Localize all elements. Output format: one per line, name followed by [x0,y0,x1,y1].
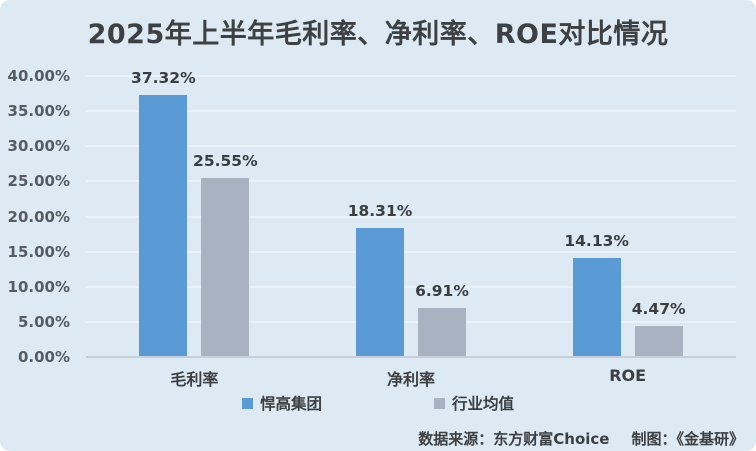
data-source-label: 数据来源：东方财富Choice [418,430,610,448]
bar-series0-cat1: 18.31% [348,202,412,357]
gridline [86,285,736,288]
x-category-label: ROE [609,366,647,385]
x-category-label: 毛利率 [170,370,219,389]
x-axis-line [86,356,736,358]
legend-item-0: 悍高集团 [241,392,322,414]
bar-group-1: 18.31% 6.91% [303,76,520,357]
y-tick-label: 0.00% [17,348,70,366]
bar-value-label: 14.13% [564,231,629,250]
legend-swatch-icon [241,397,253,409]
y-tick-label: 30.00% [7,137,70,156]
footer: 数据来源：东方财富Choice 制图：《金基研》 [418,428,744,449]
gridline [86,250,736,253]
y-tick-label: 35.00% [7,102,70,121]
bar-series1-cat2: 4.47% [632,300,686,357]
y-tick-label: 25.00% [7,172,70,191]
y-tick-label: 40.00% [7,67,70,85]
legend-label: 悍高集团 [259,395,322,413]
legend-item-1: 行业均值 [434,392,514,414]
legend-label: 行业均值 [452,395,515,413]
y-tick-label: 20.00% [7,207,70,226]
gridline [86,110,736,113]
bar-group-0: 37.32% 25.55% [86,69,303,357]
category-row: 毛利率 净利率 ROE [86,366,736,390]
gridline [86,215,736,218]
bars-layer: 37.32% 25.55% 18.31% 6.91% 14.13% 4.47% [86,69,736,357]
gridline [86,180,736,183]
gridline [86,320,736,323]
bar-value-label: 18.31% [347,202,413,221]
plot-area: 37.32% 25.55% 18.31% 6.91% 14.13% 4.47% [86,69,736,358]
bar-value-label: 4.47% [631,299,686,318]
y-tick-label: 10.00% [7,277,70,296]
x-category-label: 净利率 [386,370,435,389]
bar-series0-cat2: 14.13% [564,232,629,357]
gridline [86,145,736,148]
gridline [86,75,736,77]
bar-value-label: 25.55% [193,151,258,170]
credit-label: 制图：《金基研》 [631,430,744,448]
chart-title: 2025年上半年毛利率、净利率、ROE对比情况 [87,19,669,50]
y-tick-label: 15.00% [7,242,70,261]
bar-series1-cat1: 6.91% [415,282,469,357]
bar-value-label: 37.32% [131,68,196,87]
y-tick-label: 5.00% [17,312,70,331]
legend-swatch-icon [434,397,445,409]
y-axis-labels: 0.00% 5.00% 10.00% 15.00% 20.00% 25.00% 30.00%… [0,67,78,366]
bar-value-label: 6.91% [415,282,469,301]
bar-series0-cat0: 37.32% [131,69,196,357]
bar-group-2: 14.13% 4.47% [519,76,736,357]
legend: 悍高集团 行业均值 [0,392,756,414]
bar-series1-cat0: 25.55% [193,152,258,357]
